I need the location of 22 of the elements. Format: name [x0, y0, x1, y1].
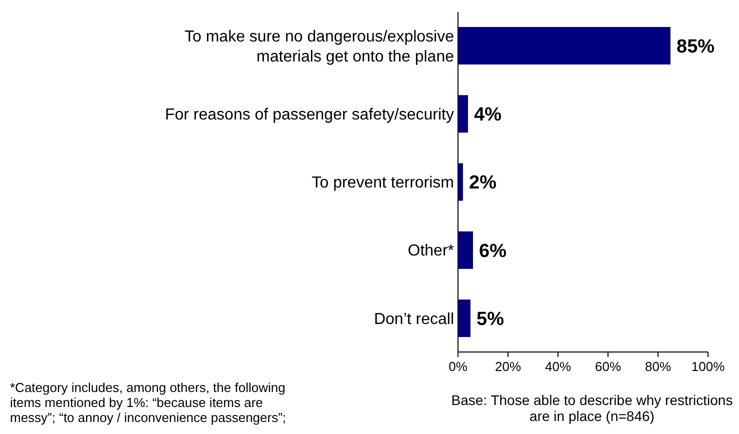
y-tick-label: Other*: [408, 242, 454, 260]
bar: [458, 300, 470, 338]
y-tick-label: Don’t recall: [374, 310, 454, 328]
x-tick-label: 60%: [594, 359, 622, 374]
x-tick-label: 40%: [544, 359, 572, 374]
data-label: 6%: [479, 240, 507, 262]
text: Base: Those able to describe why restrictions are in place (n=846): [451, 392, 733, 424]
x-tick-label: 0%: [448, 359, 468, 374]
text: *Category includes, among others, the following items mentioned by 1%: “because items are messy”; “to annoy / inconvenience passengers”;: [10, 380, 286, 425]
x-tick-label: 20%: [494, 359, 522, 374]
y-tick-label: For reasons of passenger safety/security: [164, 106, 454, 124]
x-tick-label: 100%: [691, 359, 726, 374]
y-tick-label: To prevent terrorism: [312, 174, 454, 192]
bar: [458, 26, 670, 64]
x-tick-label: 80%: [644, 359, 672, 374]
bar: [458, 231, 473, 269]
data-label: 5%: [476, 308, 504, 330]
data-label: 4%: [474, 104, 502, 126]
y-tick-label: To make sure no dangerous/explosive materials get onto the plane: [184, 28, 454, 66]
bar: [458, 95, 468, 133]
data-label: 85%: [676, 36, 715, 58]
data-label: 2%: [469, 172, 497, 194]
